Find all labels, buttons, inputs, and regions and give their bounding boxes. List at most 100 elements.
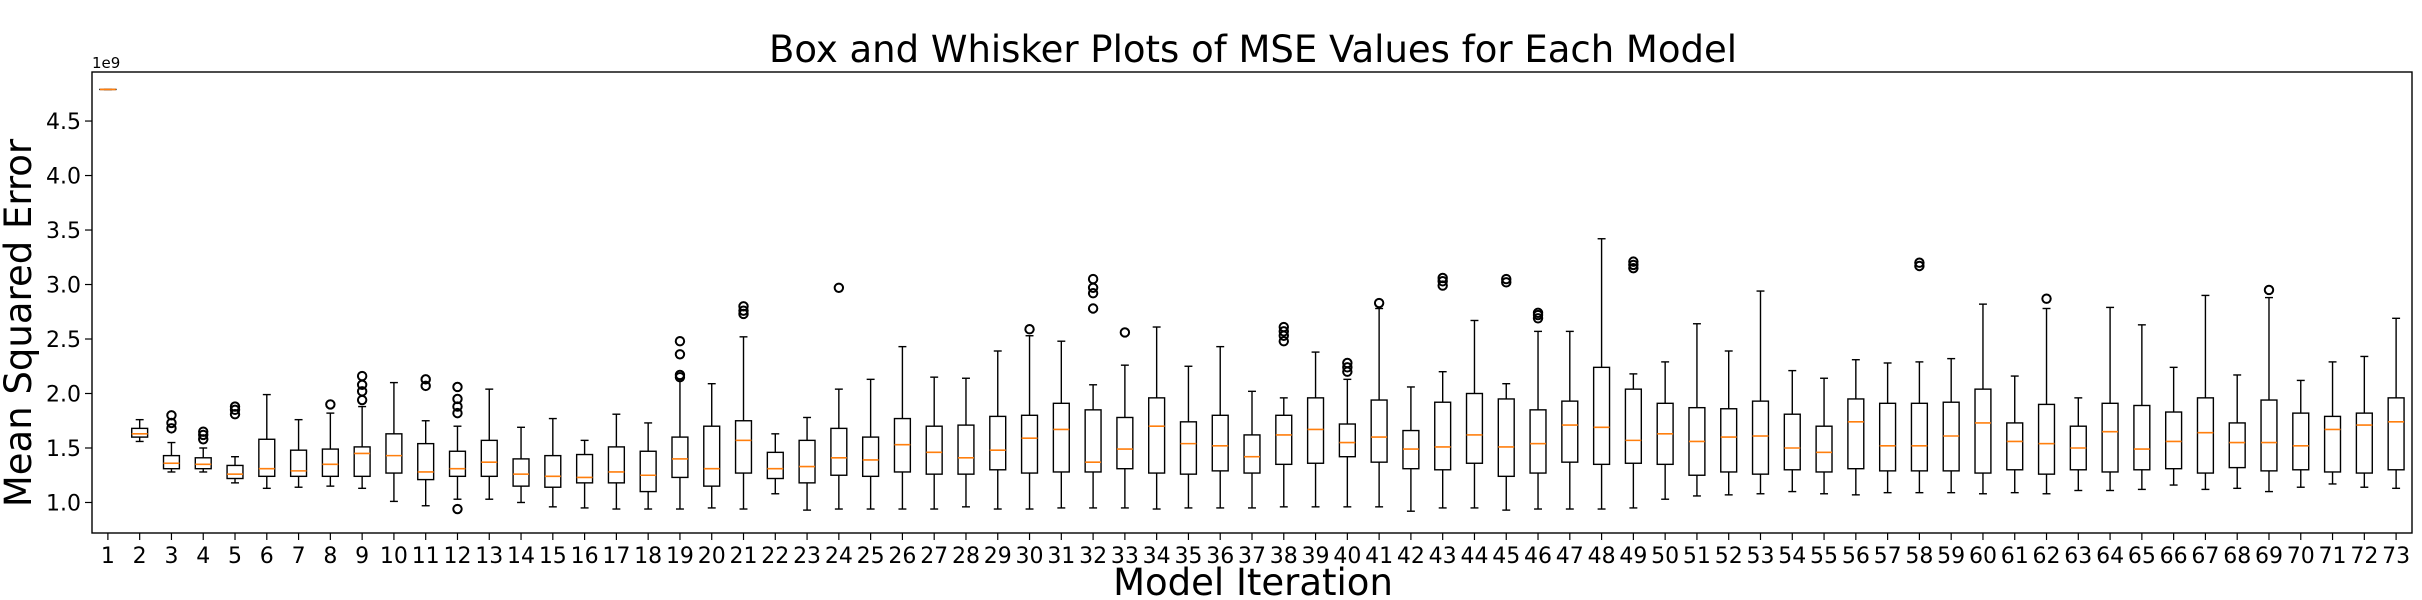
box-iqr [1751, 400, 1770, 475]
box-iqr [1910, 402, 1929, 472]
box-model-65 [2133, 324, 2151, 491]
outlier-point [420, 380, 431, 392]
box-iqr [1783, 413, 1801, 471]
box-iqr [1179, 421, 1198, 475]
box-model-73 [2387, 317, 2405, 490]
box-model-24 [830, 282, 848, 510]
box-iqr [925, 425, 943, 475]
box-iqr [1306, 397, 1325, 464]
x-tick-label: 9 [355, 544, 369, 569]
box-model-20 [703, 382, 721, 509]
box-model-15 [544, 417, 562, 508]
box-iqr [2260, 399, 2278, 472]
box-iqr [321, 448, 340, 478]
box-iqr [1815, 425, 1833, 473]
box-model-3 [162, 410, 181, 473]
box-model-43 [1434, 272, 1452, 509]
box-iqr [798, 439, 816, 484]
outlier-point [420, 374, 431, 385]
box-model-29 [989, 350, 1007, 510]
box-iqr [2228, 422, 2246, 469]
x-tick-label: 1 [101, 544, 115, 569]
x-tick-label: 20 [698, 544, 726, 569]
box-iqr [2387, 397, 2405, 471]
x-axis-label: Model Iteration [1113, 561, 1393, 600]
outlier-point [356, 370, 368, 382]
x-tick-label: 35 [1174, 544, 1202, 569]
x-tick-label: 57 [1874, 544, 1902, 569]
box-iqr [1434, 401, 1452, 471]
outlier-point [833, 282, 845, 293]
box-iqr [289, 449, 308, 478]
x-tick-label: 34 [1143, 544, 1171, 569]
box-model-40 [1338, 357, 1356, 508]
x-tick-label: 36 [1206, 544, 1234, 569]
box-iqr [162, 454, 181, 470]
outlier-point [452, 393, 463, 405]
box-model-54 [1783, 369, 1801, 493]
box-model-9 [353, 370, 371, 490]
outlier-point [2263, 284, 2275, 296]
box-model-27 [925, 376, 943, 510]
box-iqr [1497, 398, 1515, 478]
x-tick-label: 3 [164, 544, 178, 569]
box-model-7 [289, 418, 308, 488]
outlier-point [1628, 256, 1639, 267]
x-tick-label: 5 [228, 544, 242, 569]
x-tick-label: 23 [793, 544, 821, 569]
box-model-10 [385, 381, 403, 503]
outlier-point [1087, 303, 1099, 314]
y-tick-label: 4.5 [46, 110, 81, 135]
outlier-point [1628, 259, 1639, 271]
outlier-point [738, 301, 749, 312]
outlier-point [356, 394, 368, 406]
x-tick-label: 72 [2350, 544, 2378, 569]
box-model-37 [1243, 390, 1261, 509]
x-tick-label: 60 [1969, 544, 1997, 569]
box-iqr [1465, 392, 1484, 464]
outlier-point [1278, 335, 1289, 347]
x-tick-label: 26 [888, 544, 916, 569]
outlier-point [356, 386, 368, 397]
box-model-66 [2164, 366, 2183, 486]
x-tick-label: 73 [2382, 544, 2410, 569]
x-tick-label: 70 [2287, 544, 2315, 569]
x-tick-label: 19 [666, 544, 694, 569]
outlier-point [1532, 313, 1544, 324]
outlier-point [2041, 293, 2052, 304]
box-model-56 [1847, 359, 1865, 496]
box-model-39 [1306, 351, 1325, 508]
box-model-44 [1465, 319, 1484, 509]
box-model-2 [131, 418, 149, 443]
outlier-point [229, 401, 241, 412]
x-tick-label: 10 [380, 544, 408, 569]
outlier-point [1914, 257, 1925, 268]
x-tick-label: 51 [1683, 544, 1711, 569]
box-iqr [1148, 397, 1166, 474]
outlier-point [1501, 273, 1512, 285]
outlier-point [452, 503, 463, 515]
outlier-point [1532, 307, 1544, 319]
x-tick-label: 28 [952, 544, 980, 569]
box-model-8 [321, 399, 340, 487]
x-tick-label: 52 [1715, 544, 1743, 569]
x-tick-label: 6 [260, 544, 274, 569]
box-iqr [417, 442, 435, 481]
x-tick-label: 27 [920, 544, 948, 569]
outlier-point [166, 410, 177, 421]
box-iqr [1211, 414, 1229, 472]
box-model-36 [1211, 345, 1229, 509]
box-model-5 [226, 401, 244, 484]
outlier-point [1087, 288, 1099, 299]
y-tick-label: 3.0 [46, 274, 81, 299]
outlier-point [1278, 321, 1289, 333]
outlier-point [1087, 282, 1099, 293]
box-model-16 [575, 439, 594, 509]
box-iqr [861, 436, 880, 478]
box-iqr [957, 424, 975, 475]
box-model-57 [1878, 362, 1897, 494]
box-model-11 [417, 374, 435, 507]
x-tick-label: 41 [1365, 544, 1393, 569]
x-tick-label: 50 [1651, 544, 1679, 569]
